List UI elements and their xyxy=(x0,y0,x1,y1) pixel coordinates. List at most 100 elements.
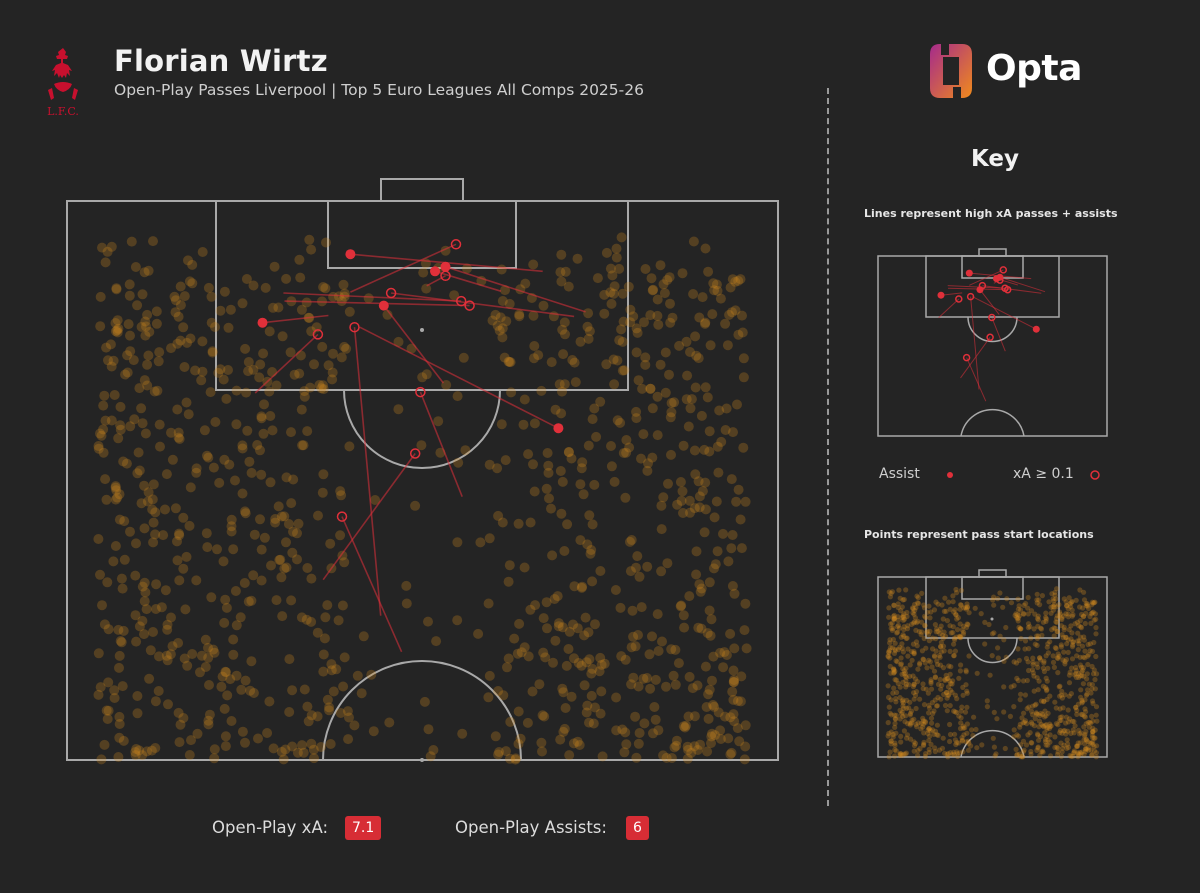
pass-point xyxy=(496,419,507,430)
mini-pass-point xyxy=(1017,626,1023,632)
mini-pass-point xyxy=(1049,591,1055,597)
pass-point xyxy=(264,386,275,397)
mini-pass-point xyxy=(958,635,964,641)
mini-pass-point xyxy=(938,643,944,649)
pass-point xyxy=(183,409,194,420)
key-pass-line xyxy=(969,269,1004,286)
mini-pass-point xyxy=(911,696,917,702)
pass-point xyxy=(113,752,124,762)
pass-point xyxy=(270,517,281,528)
mini-pass-point xyxy=(1063,634,1069,641)
mini-pass-point xyxy=(1057,611,1063,617)
pass-point xyxy=(579,630,590,641)
mini-pass-point xyxy=(1057,727,1063,734)
pass-point xyxy=(525,604,536,615)
pass-point xyxy=(676,600,687,611)
mini-pass-point xyxy=(912,601,918,608)
pass-point xyxy=(554,379,565,390)
mini-pass-point xyxy=(1069,607,1075,613)
mini-pass-point xyxy=(1081,737,1087,743)
pass-point xyxy=(320,283,331,294)
mini-pass-point xyxy=(911,681,917,687)
pass-point xyxy=(568,738,579,749)
mini-pass-point xyxy=(942,676,948,682)
pass-point xyxy=(645,683,656,694)
mini-pass-point xyxy=(918,726,924,732)
pass-point xyxy=(670,679,681,690)
mini-pass-point xyxy=(946,692,952,698)
pass-point xyxy=(664,272,675,283)
pass-point xyxy=(669,397,680,408)
pass-point xyxy=(113,433,124,444)
mini-pass-point xyxy=(932,674,939,681)
xa-marker xyxy=(955,295,963,303)
mini-pass-point xyxy=(891,669,897,676)
pass-point xyxy=(633,630,643,640)
mini-pass-point xyxy=(895,614,901,620)
mini-pass-point xyxy=(1043,653,1049,659)
mini-pass-point xyxy=(1037,602,1043,608)
pass-point xyxy=(342,706,353,717)
pass-point xyxy=(647,285,658,296)
mini-pass-point xyxy=(932,745,938,751)
pass-point xyxy=(283,519,294,529)
mini-pass-point xyxy=(1047,693,1053,699)
mini-pass-point xyxy=(946,663,952,669)
mini-pass-point xyxy=(1075,638,1081,644)
mini-pass-point xyxy=(903,674,909,680)
mini-pass-point xyxy=(920,718,926,724)
pass-point xyxy=(270,514,281,524)
mini-pass-point xyxy=(1078,711,1084,717)
mini-pass-point xyxy=(929,720,935,726)
mini-pass-point xyxy=(1040,665,1046,671)
pass-point xyxy=(174,434,185,444)
assist-marker xyxy=(440,261,451,272)
mini-pass-point xyxy=(1040,683,1046,689)
pass-point xyxy=(487,315,498,326)
mini-pass-point xyxy=(1039,593,1045,599)
pass-point xyxy=(219,703,230,714)
mini-pass-point xyxy=(890,625,896,631)
penalty-spot xyxy=(420,328,424,332)
pass-point xyxy=(317,380,328,391)
mini-pass-point xyxy=(924,628,930,634)
pass-point xyxy=(700,477,711,488)
pass-point xyxy=(576,463,587,474)
pass-point xyxy=(726,474,737,485)
mini-pass-point xyxy=(1094,671,1100,677)
mini-pass-point xyxy=(926,710,932,716)
pass-point xyxy=(543,460,554,471)
mini-pass-point xyxy=(897,716,903,722)
pass-point xyxy=(712,441,723,452)
mini-pass-point xyxy=(1008,600,1015,606)
mini-pass-point xyxy=(1015,677,1021,684)
mini-pass-point xyxy=(1084,691,1090,697)
mini-pass-point xyxy=(941,629,947,635)
pass-point xyxy=(273,501,284,512)
pass-point xyxy=(636,602,647,613)
pass-point xyxy=(530,600,541,611)
pass-point xyxy=(544,493,554,504)
pass-point xyxy=(515,733,526,744)
pass-point xyxy=(336,296,347,307)
pass-point xyxy=(706,738,716,749)
mini-pass-point xyxy=(959,737,965,743)
pass-point xyxy=(559,723,570,734)
pass-point xyxy=(117,681,128,692)
pass-point xyxy=(116,637,127,648)
mini-pass-point xyxy=(1032,716,1038,722)
mini-pass-point xyxy=(1019,754,1026,760)
centre-spot xyxy=(420,758,424,762)
pass-point xyxy=(187,649,198,659)
mini-pass-point xyxy=(1086,724,1092,730)
pass-point xyxy=(297,740,307,751)
mini-pass-point xyxy=(892,724,898,730)
mini-pass-point xyxy=(943,608,949,614)
mini-pass-point xyxy=(1054,628,1061,635)
pass-point xyxy=(707,728,717,739)
pass-point xyxy=(548,657,558,668)
mini-pass-point xyxy=(1071,672,1078,678)
pass-point xyxy=(226,526,237,537)
mini-pass-point xyxy=(954,696,960,702)
pass-point xyxy=(736,671,747,682)
